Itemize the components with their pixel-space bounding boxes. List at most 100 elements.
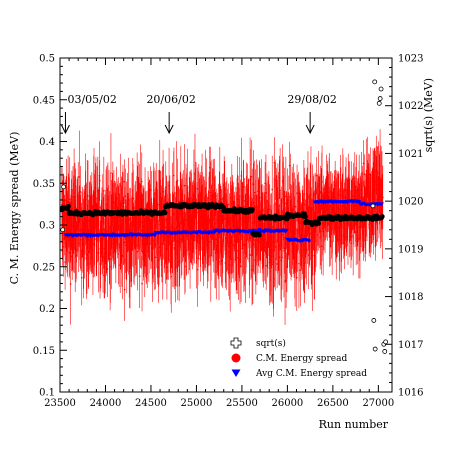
spread-point bbox=[307, 254, 310, 256]
spread-point bbox=[123, 180, 126, 183]
spread-point bbox=[110, 172, 112, 174]
spread-point bbox=[265, 264, 268, 267]
spread-point bbox=[140, 221, 143, 223]
sqrt-s-outlier bbox=[378, 86, 384, 92]
date-annotation: 20/06/02 bbox=[146, 93, 195, 106]
y-right-tick-label: 1019 bbox=[398, 244, 423, 255]
spread-point bbox=[102, 228, 105, 231]
annotation-arrow-head bbox=[61, 124, 70, 135]
spread-point bbox=[345, 189, 347, 191]
spread-point bbox=[176, 179, 179, 182]
y-right-tick-label: 1020 bbox=[398, 197, 423, 208]
spread-point bbox=[78, 176, 81, 178]
spread-point bbox=[265, 192, 267, 194]
spread-point bbox=[316, 233, 318, 236]
sqrt-s-outlier bbox=[377, 96, 383, 101]
spread-point bbox=[266, 200, 268, 202]
spread-point bbox=[274, 258, 277, 260]
y-left-tick-label: 0.4 bbox=[39, 137, 55, 148]
spread-point bbox=[136, 250, 139, 253]
spread-point bbox=[209, 240, 211, 243]
sqrt-s-outlier bbox=[372, 346, 378, 352]
legend-marker-sqrt-s bbox=[230, 337, 242, 349]
spread-point bbox=[363, 173, 366, 175]
spread-point bbox=[121, 255, 124, 257]
spread-point bbox=[154, 256, 157, 259]
spread-point bbox=[214, 195, 217, 197]
sqrt-s-point bbox=[256, 232, 262, 238]
spread-point bbox=[264, 182, 266, 185]
spread-point bbox=[296, 192, 298, 194]
sqrt-s-point bbox=[249, 207, 255, 212]
sqrt-s-outlier bbox=[371, 318, 377, 323]
spread-point bbox=[222, 243, 224, 245]
spread-point bbox=[240, 265, 242, 268]
spread-point bbox=[106, 229, 108, 232]
x-tick-label: 26500 bbox=[317, 398, 349, 409]
spread-point bbox=[128, 218, 130, 221]
sqrt-s-point bbox=[379, 214, 385, 219]
spread-point bbox=[315, 174, 318, 177]
y-left-tick-label: 0.3 bbox=[39, 221, 55, 232]
spread-point bbox=[156, 202, 158, 204]
spread-point bbox=[232, 243, 234, 246]
sqrt-s-point bbox=[316, 221, 322, 226]
spread-point bbox=[313, 193, 315, 196]
spread-point bbox=[305, 249, 308, 251]
spread-point bbox=[87, 195, 89, 197]
spread-point bbox=[164, 226, 167, 229]
spread-point bbox=[278, 256, 281, 259]
x-tick-label: 23500 bbox=[44, 398, 76, 409]
x-axis-title: Run number bbox=[319, 418, 389, 431]
legend-label-spread: C.M. Energy spread bbox=[256, 354, 347, 364]
spread-point bbox=[68, 251, 71, 254]
spread-point bbox=[109, 258, 112, 260]
axes-layer: 23500 24000 24500 25000 25500 26000 26500 27000… bbox=[33, 54, 424, 410]
avg-spread-point bbox=[307, 239, 312, 244]
spread-point bbox=[68, 198, 71, 200]
spread-point bbox=[98, 179, 101, 182]
spread-point bbox=[103, 189, 105, 192]
spread-point bbox=[242, 185, 245, 188]
legend-marker-avg-spread bbox=[231, 369, 241, 377]
avg-spread-point bbox=[379, 202, 384, 206]
spread-point bbox=[124, 241, 126, 243]
spread-point bbox=[215, 271, 218, 273]
spread-point bbox=[355, 186, 357, 188]
x-tick-label: 25500 bbox=[226, 398, 258, 409]
spread-point bbox=[170, 275, 173, 278]
spread-point bbox=[248, 253, 251, 256]
spread-point bbox=[309, 232, 312, 235]
spread-point bbox=[268, 208, 270, 211]
spread-point bbox=[295, 276, 298, 279]
annotation-layer: 03/05/02 20/06/02 29/08/02 bbox=[61, 93, 337, 135]
spread-point bbox=[153, 193, 155, 196]
spread-point bbox=[320, 245, 323, 248]
spread-point bbox=[298, 235, 301, 238]
spread-point bbox=[374, 239, 377, 242]
spread-point bbox=[238, 195, 241, 197]
spread-point bbox=[140, 180, 143, 183]
y-axis-right-title: sqrt(s) (MeV) bbox=[422, 78, 435, 152]
sqrt-s-outlier bbox=[60, 227, 66, 233]
spread-point bbox=[115, 197, 118, 200]
sqrt-s-outlier bbox=[61, 184, 67, 190]
annotation-arrow-head bbox=[305, 124, 315, 135]
legend-label-sqrt-s: sqrt(s) bbox=[256, 338, 286, 349]
y-left-tick-label: 0.1 bbox=[39, 388, 55, 399]
sqrt-s-outlier bbox=[376, 100, 382, 106]
annotation-arrow-head bbox=[164, 124, 174, 135]
y-right-tick-label: 1021 bbox=[398, 149, 423, 160]
sqrt-s-outlier bbox=[370, 203, 376, 209]
avg-spread-point bbox=[284, 228, 289, 233]
spread-point bbox=[321, 181, 323, 183]
spread-point bbox=[118, 264, 120, 266]
sqrt-s-outlier bbox=[383, 339, 389, 345]
x-tick-label: 26000 bbox=[271, 398, 303, 409]
spread-point bbox=[138, 275, 141, 277]
spread-point bbox=[294, 271, 296, 274]
spread-point bbox=[362, 162, 365, 165]
legend-marker-spread bbox=[231, 353, 241, 363]
